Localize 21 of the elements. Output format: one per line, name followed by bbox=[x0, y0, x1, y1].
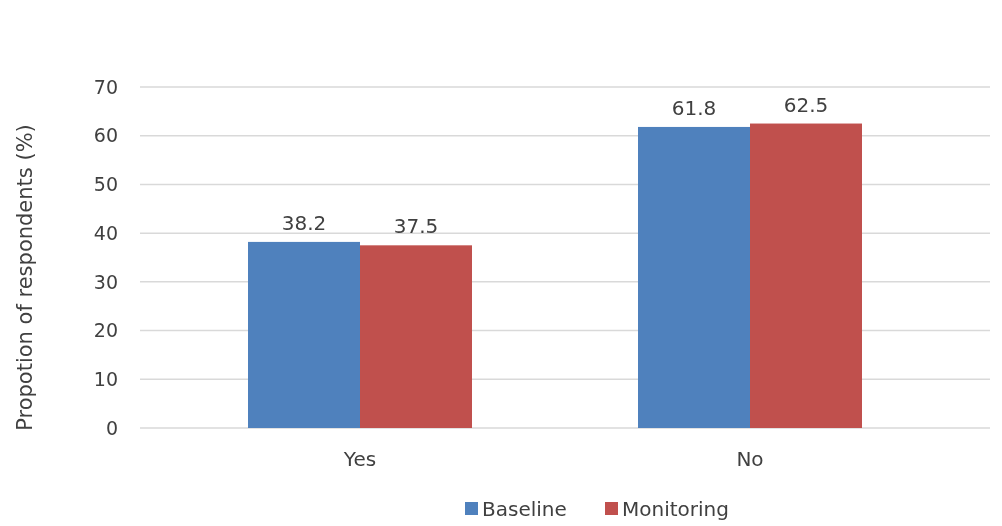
bar bbox=[750, 123, 862, 428]
data-label: 61.8 bbox=[671, 95, 717, 120]
y-tick-label: 30 bbox=[93, 270, 118, 293]
y-tick-label: 0 bbox=[105, 416, 118, 439]
x-tick-label: No bbox=[736, 447, 764, 471]
y-tick-label: 60 bbox=[93, 124, 118, 147]
legend-label: Monitoring bbox=[622, 497, 729, 521]
y-tick-label: 10 bbox=[93, 367, 118, 390]
y-tick-label: 40 bbox=[93, 221, 118, 244]
bar bbox=[638, 126, 750, 428]
bar bbox=[248, 241, 360, 428]
y-tick-label: 50 bbox=[93, 173, 118, 196]
data-label: 38.2 bbox=[281, 210, 327, 235]
y-tick-label: 20 bbox=[93, 319, 118, 342]
x-tick-label: Yes bbox=[342, 447, 377, 471]
y-tick-label: 70 bbox=[93, 75, 118, 98]
y-axis-title: Propotion of respondents (%) bbox=[13, 124, 37, 431]
data-label: 62.5 bbox=[783, 92, 829, 117]
bar bbox=[360, 245, 472, 428]
data-label: 37.5 bbox=[393, 214, 439, 239]
legend-label: Baseline bbox=[482, 497, 567, 521]
